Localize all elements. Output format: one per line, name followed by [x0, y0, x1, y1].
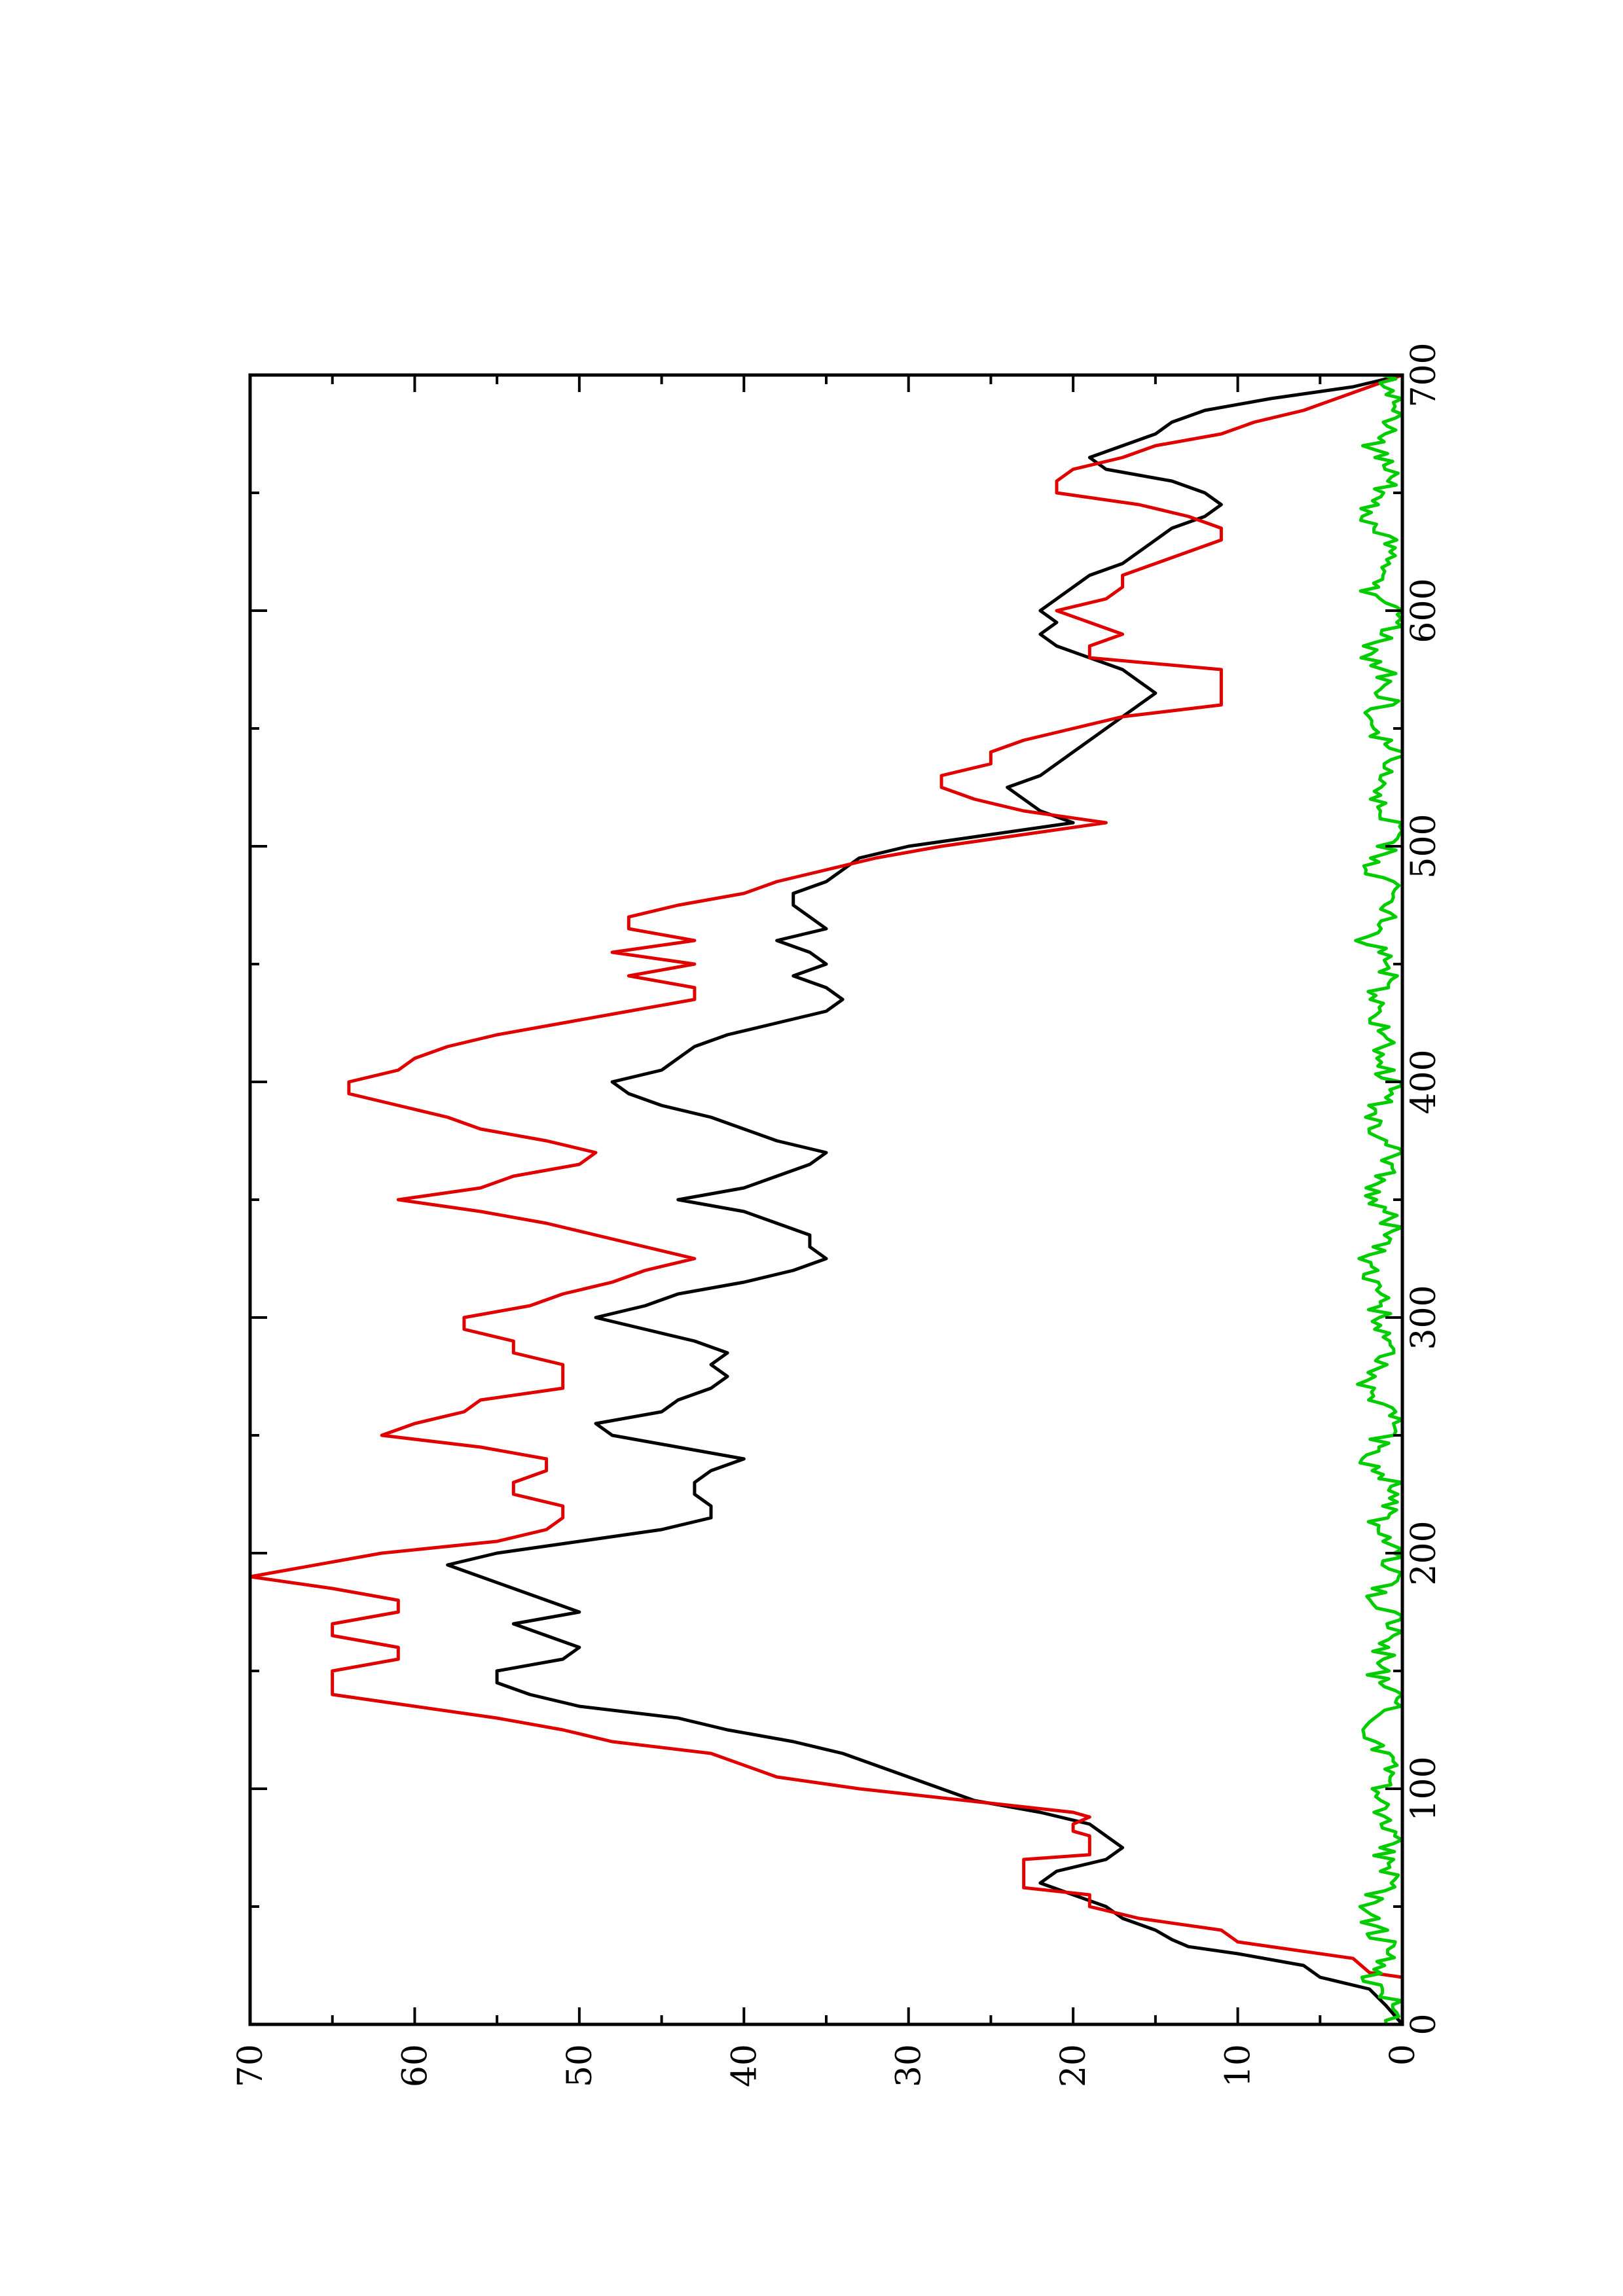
- series-line-1: [446, 373, 1404, 2026]
- x-tick-label: 200: [1404, 1520, 1444, 1585]
- y-tick-label: 10: [1219, 2044, 1258, 2087]
- labels-layer: 0 100 200 300 400 500 600 700 0 10 20 30 40 50 60 70: [231, 342, 1444, 2087]
- y-tick-label: 40: [725, 2044, 764, 2087]
- series-line-3: [1354, 373, 1404, 2025]
- x-tick-label: 400: [1404, 1049, 1444, 1114]
- y-tick-label: 20: [1054, 2044, 1093, 2087]
- y-tick-label: 70: [231, 2044, 270, 2087]
- y-tick-label: 0: [1383, 2044, 1423, 2066]
- y-tick-label: 30: [890, 2044, 929, 2087]
- series-line-2: [248, 373, 1404, 2024]
- series-layer: [248, 373, 1404, 2026]
- y-tick-label: 50: [560, 2044, 600, 2087]
- x-tick-label: 0: [1404, 2013, 1444, 2035]
- y-tick-label: 60: [395, 2044, 435, 2087]
- x-tick-label: 100: [1404, 1756, 1444, 1821]
- x-tick-label: 300: [1404, 1285, 1444, 1350]
- x-tick-label: 500: [1404, 814, 1444, 878]
- x-tick-label: 600: [1404, 578, 1444, 643]
- x-tick-label: 700: [1404, 342, 1444, 407]
- ticks-layer: [249, 374, 1404, 2026]
